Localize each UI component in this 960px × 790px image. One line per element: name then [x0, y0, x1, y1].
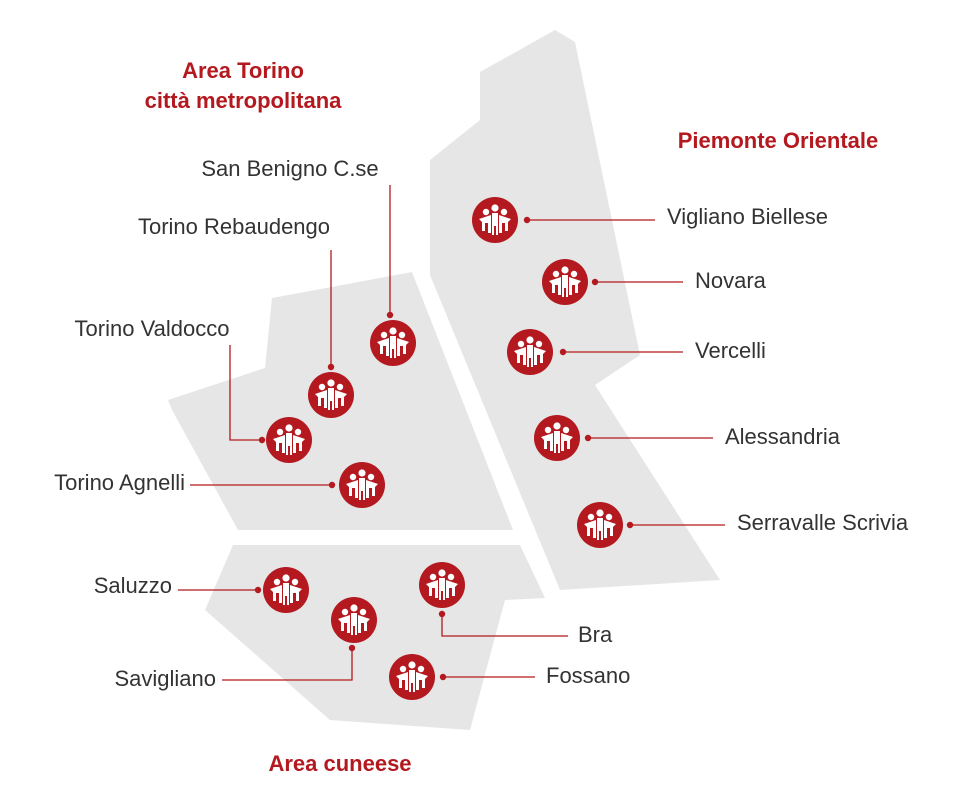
leader-dot [386, 311, 394, 319]
location-label: Saluzzo [94, 573, 172, 598]
leader-line [229, 345, 262, 441]
region-title: Area cuneese [268, 751, 411, 776]
region-title: Area Torino [182, 58, 304, 83]
location-label: Alessandria [725, 424, 841, 449]
location-marker [389, 654, 435, 700]
location-marker [308, 372, 354, 418]
leader-line [441, 614, 568, 637]
location-label: Vigliano Biellese [667, 204, 828, 229]
region-title: città metropolitana [145, 88, 343, 113]
location-marker [266, 417, 312, 463]
location-label: Torino Rebaudengo [138, 214, 330, 239]
location-marker [263, 567, 309, 613]
leader-dot [327, 363, 335, 371]
leader-dot [591, 278, 599, 286]
region-title: Piemonte Orientale [678, 128, 879, 153]
leader-dot [258, 436, 266, 444]
location-label: Serravalle Scrivia [737, 510, 909, 535]
leader-dot [439, 673, 447, 681]
leader-line [222, 648, 353, 681]
leader-dot [254, 586, 262, 594]
location-marker [507, 329, 553, 375]
regions [168, 30, 720, 730]
location-marker [419, 562, 465, 608]
leader-dot [626, 521, 634, 529]
region-orientale [430, 30, 720, 590]
location-label: Vercelli [695, 338, 766, 363]
location-marker [542, 259, 588, 305]
location-label: Torino Valdocco [75, 316, 230, 341]
location-label: Savigliano [114, 666, 216, 691]
leader-dot [523, 216, 531, 224]
leader-dot [584, 434, 592, 442]
location-label: Novara [695, 268, 767, 293]
leader-dot [328, 481, 336, 489]
location-marker [370, 320, 416, 366]
markers: Area Torino città metropolitana San Benign… [54, 58, 909, 776]
location-label: San Benigno C.se [201, 156, 378, 181]
location-marker [472, 197, 518, 243]
leader-dot [348, 644, 356, 652]
leader-dot [559, 348, 567, 356]
location-label: Bra [578, 622, 613, 647]
leader-dot [438, 610, 446, 618]
location-marker [339, 462, 385, 508]
region-cuneo [205, 545, 545, 730]
location-marker [331, 597, 377, 643]
location-label: Fossano [546, 663, 630, 688]
location-marker [534, 415, 580, 461]
location-marker [577, 502, 623, 548]
location-label: Torino Agnelli [54, 470, 185, 495]
